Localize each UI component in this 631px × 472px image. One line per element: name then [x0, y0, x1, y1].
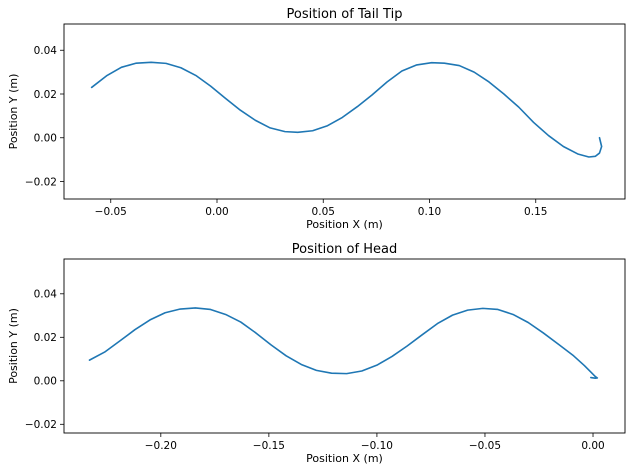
plot-1-axes-frame	[63, 23, 626, 200]
plot-1-x-tick-label: −0.05	[95, 206, 127, 218]
plot-2-series-line-1	[88, 307, 599, 379]
plot-1-y-tick-label: 0.02	[34, 89, 57, 101]
plot-2-y-tick-label: 0.04	[34, 289, 58, 301]
plot-1-y-tick-label: −0.02	[25, 176, 57, 188]
plot-2-x-tick-label: −0.05	[469, 440, 501, 452]
plot-2-x-tick-label: −0.20	[145, 440, 177, 452]
plot-2-y-tick-label: −0.02	[25, 419, 57, 431]
plot-1-x-tick-label: 0.15	[524, 206, 547, 218]
plot-1-title: Position of Tail Tip	[287, 7, 403, 22]
plot-2-y-axis-label: Position Y (m)	[7, 308, 20, 384]
plot-1-x-tick-label: 0.00	[205, 206, 228, 218]
plot-1-x-tick-label: 0.05	[312, 206, 335, 218]
plot-2-y-tick-label: 0.02	[34, 332, 57, 344]
plot-1-x-axis-label: Position X (m)	[306, 218, 383, 231]
plot-2-axes-frame	[63, 258, 626, 434]
plot-1-y-tick-label: 0.00	[34, 133, 57, 145]
plot-2-y-tick-label: 0.00	[34, 376, 57, 388]
plot-1-series-line-1	[90, 61, 603, 158]
plot-2-x-axis-label: Position X (m)	[306, 452, 383, 465]
plot-2-x-tick-label: −0.10	[361, 440, 393, 452]
plot-1-y-axis-label: Position Y (m)	[7, 74, 20, 150]
plot-1-y-tick-label: 0.04	[34, 45, 58, 57]
plot-2-title: Position of Head	[292, 242, 397, 257]
plot-2-x-tick-label: 0.00	[581, 440, 604, 452]
plot-2-x-tick-label: −0.15	[253, 440, 285, 452]
plot-1-x-tick-label: 0.10	[418, 206, 441, 218]
